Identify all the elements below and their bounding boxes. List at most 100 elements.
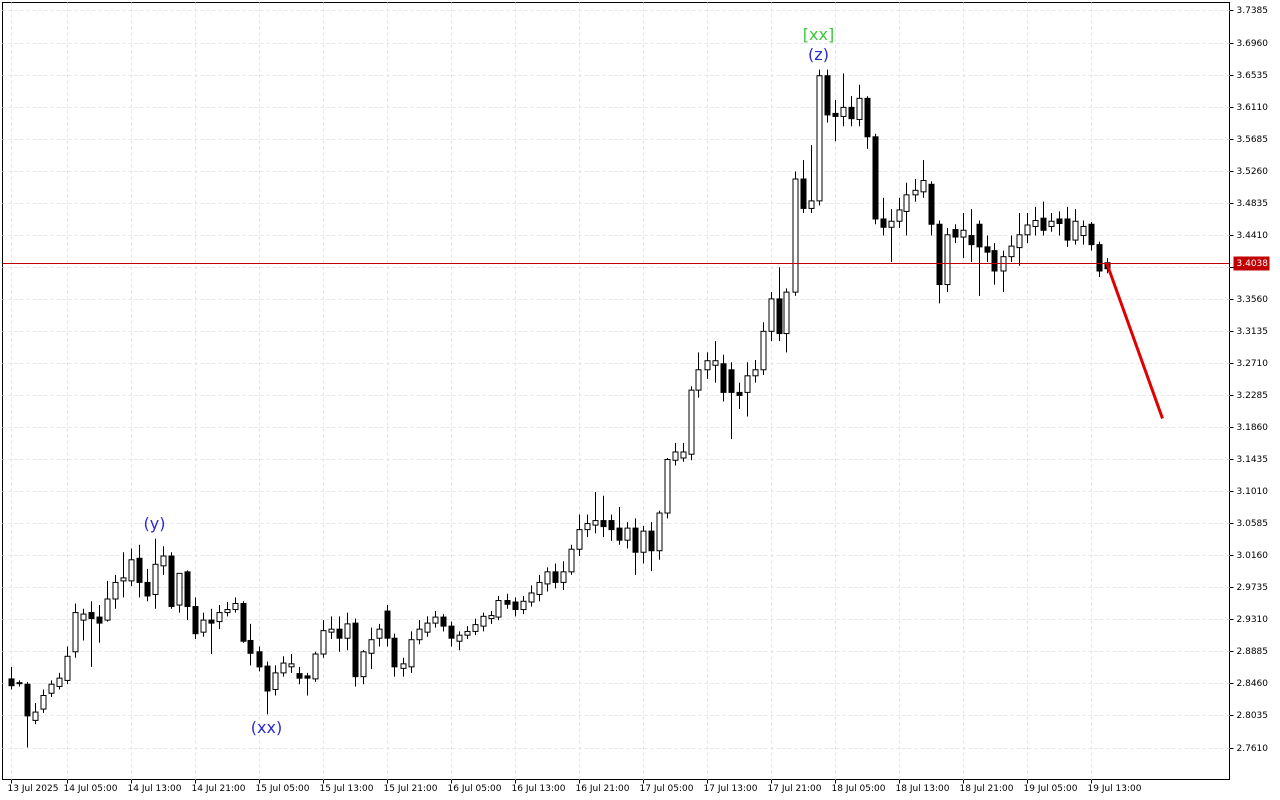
candle-body <box>344 623 351 639</box>
x-tick-label: 17 Jul 05:00 <box>640 784 694 794</box>
x-tick-label: 18 Jul 05:00 <box>832 784 886 794</box>
y-tick-label: 3.3135 <box>1237 327 1269 337</box>
candle-body <box>944 234 951 286</box>
y-tick-label: 2.9310 <box>1237 615 1269 625</box>
candle-body <box>1032 219 1039 228</box>
x-tick-label: 17 Jul 21:00 <box>768 784 822 794</box>
candle-body <box>1024 224 1031 236</box>
candle-body <box>768 298 775 332</box>
candle-body <box>960 229 967 238</box>
y-tick-label: 2.8885 <box>1237 647 1269 657</box>
candle-body <box>920 180 927 193</box>
candle-body <box>96 616 103 624</box>
candle-body <box>336 628 343 639</box>
candle-body <box>48 683 55 694</box>
y-tick-label: 3.5685 <box>1237 135 1269 145</box>
candle-body <box>8 678 15 687</box>
candle-body <box>1096 244 1103 272</box>
candle-body <box>720 363 727 393</box>
candle-body <box>1016 234 1023 249</box>
candle-body <box>776 298 783 335</box>
candle-body <box>472 624 479 632</box>
candle-body <box>816 75 823 202</box>
x-tick-label: 14 Jul 21:00 <box>192 784 246 794</box>
y-tick-label: 3.7385 <box>1237 6 1269 16</box>
candle-body <box>1048 220 1055 228</box>
candle-body <box>903 194 910 212</box>
candle-body <box>24 683 31 717</box>
candle-body <box>744 375 751 393</box>
candle-body <box>984 246 991 253</box>
candle-body <box>456 634 463 642</box>
y-tick-label: 3.6110 <box>1237 103 1269 113</box>
candle-body <box>952 229 959 238</box>
candle-body <box>783 291 790 335</box>
candle-body <box>464 630 471 636</box>
y-tick-label: 2.8035 <box>1237 711 1269 721</box>
x-tick-label: 15 Jul 21:00 <box>384 784 438 794</box>
candle-body <box>512 601 519 611</box>
candle-body <box>152 563 159 595</box>
candle-body <box>664 459 671 514</box>
candle-body <box>800 178 807 209</box>
x-tick-label: 18 Jul 13:00 <box>896 784 950 794</box>
candle-body <box>568 548 575 573</box>
candle-body <box>88 612 95 620</box>
y-tick-label: 3.1860 <box>1237 423 1269 433</box>
candle-body <box>424 622 431 633</box>
candle-body <box>888 220 895 228</box>
candle-body <box>368 639 375 654</box>
candle-body <box>128 559 135 582</box>
candle-body <box>64 655 71 681</box>
candle-body <box>672 451 679 461</box>
x-tick-label: 16 Jul 21:00 <box>576 784 630 794</box>
candle-body <box>304 675 311 679</box>
candle-body <box>792 178 799 293</box>
wave-label: [xx] <box>803 25 834 44</box>
candle-body <box>864 97 871 138</box>
candle-body <box>184 571 191 608</box>
y-tick-label: 3.6960 <box>1237 39 1269 49</box>
candle-body <box>384 610 391 639</box>
candle-body <box>848 106 855 120</box>
x-tick-label: 13 Jul 2025 <box>8 784 59 794</box>
candle-body <box>824 75 831 116</box>
candle-body <box>704 360 711 371</box>
candle-body <box>192 606 199 635</box>
candle-body <box>648 530 655 552</box>
candle-body <box>280 662 287 674</box>
candle-body <box>656 512 663 552</box>
candle-body <box>144 581 151 597</box>
candle-body <box>872 136 879 220</box>
candle-body <box>32 711 39 721</box>
candle-body <box>320 630 327 655</box>
x-tick-label: 15 Jul 13:00 <box>320 784 374 794</box>
candle-body <box>584 523 591 531</box>
candle-body <box>391 637 398 668</box>
price-label-bg <box>1233 256 1270 271</box>
candle-body <box>432 616 439 624</box>
y-tick-label: 3.1435 <box>1237 455 1269 465</box>
candle-body <box>840 106 847 117</box>
candle-body <box>632 527 639 553</box>
candle-body <box>232 603 239 611</box>
candle-body <box>1064 218 1071 241</box>
candle-body <box>264 665 271 692</box>
y-tick-label: 3.4410 <box>1237 231 1269 241</box>
candle-body <box>640 530 647 553</box>
candle-body <box>695 369 702 391</box>
forecast-line <box>1105 261 1164 419</box>
plot-frame <box>2 2 1230 780</box>
candle-body <box>200 619 207 633</box>
y-tick-label: 3.3560 <box>1237 295 1269 305</box>
x-tick-label: 16 Jul 05:00 <box>448 784 502 794</box>
candle-body <box>1056 218 1063 224</box>
candle-body <box>176 572 183 606</box>
candle-body <box>936 223 943 286</box>
x-tick-label: 17 Jul 13:00 <box>704 784 758 794</box>
y-tick-label: 3.5260 <box>1237 167 1269 177</box>
y-tick-label: 3.2710 <box>1237 359 1269 369</box>
y-tick-label: 2.9735 <box>1237 583 1269 593</box>
candle-body <box>136 557 143 583</box>
candle-body <box>80 613 87 621</box>
